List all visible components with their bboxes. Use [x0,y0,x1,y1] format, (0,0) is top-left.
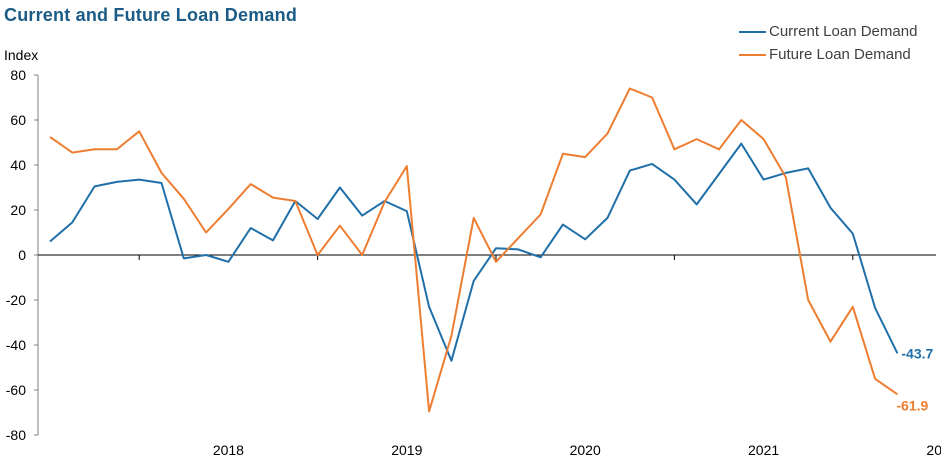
series-line-future [49,87,898,413]
legend-swatch-current [739,30,766,33]
end-labels: -43.7 -61.9 [896,345,933,413]
y-tick-label: -40 [6,337,26,353]
axes: 80 60 40 20 0 -20 -40 -60 -80 2018 2019 2020 2021 202… [6,67,941,458]
series-lines [49,87,899,413]
y-tick-label: 80 [10,67,26,83]
y-tick-label: 0 [18,247,26,263]
x-tick-label: 2020 [570,442,601,458]
y-tick-label: -80 [6,427,26,443]
chart-title: Current and Future Loan Demand [4,5,298,25]
y-axis-label: Index [4,47,38,63]
y-tick-label: 20 [10,202,26,218]
x-tick-label: 2021 [748,442,779,458]
legend-item-current: Current Loan Demand [739,20,917,43]
y-tick-label: -20 [6,292,26,308]
end-label-future: -61.9 [896,397,928,413]
legend-label-current: Current Loan Demand [769,23,918,40]
x-tick-label: 2022 [926,442,941,458]
legend-swatch-future [739,53,766,56]
y-tick-label: 40 [10,157,26,173]
end-label-current: -43.7 [901,345,933,361]
y-tick-label: -60 [6,382,26,398]
legend-label-future: Future Loan Demand [769,46,911,63]
legend: Current Loan Demand Future Loan Demand [739,20,917,66]
legend-item-future: Future Loan Demand [739,43,917,66]
x-tick-label: 2019 [391,442,422,458]
series-line-current [49,142,899,362]
y-tick-label: 60 [10,112,26,128]
x-tick-label: 2018 [213,442,244,458]
